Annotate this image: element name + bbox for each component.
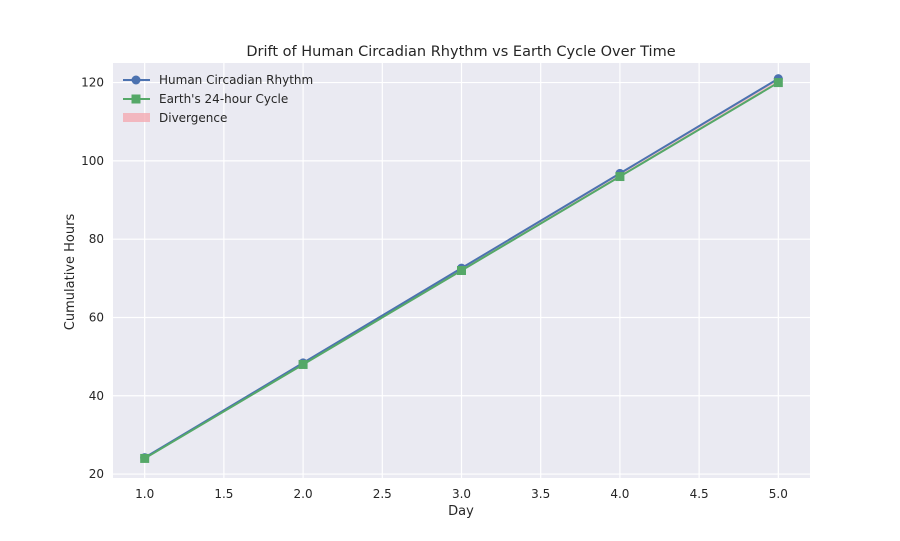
tick-labels: 1.0 1.5 2.0 2.5 3.0 3.5 4.0 4.5 5.0 20 40 60 80 100 12… (81, 76, 788, 501)
data-point (140, 453, 150, 463)
legend: Human Circadian Rhythm Earth's 24-hour C… (123, 73, 313, 125)
y-tick-label: 80 (89, 232, 104, 246)
legend-marker-human-icon (131, 75, 141, 85)
y-axis-label: Cumulative Hours (63, 214, 78, 331)
x-tick-label: 4.5 (690, 487, 709, 501)
x-tick-label: 5.0 (769, 487, 788, 501)
x-tick-label: 2.0 (294, 487, 313, 501)
legend-marker-earth-icon (131, 94, 141, 104)
x-tick-label: 3.0 (452, 487, 471, 501)
x-tick-label: 2.5 (373, 487, 392, 501)
legend-item-earth: Earth's 24-hour Cycle (123, 92, 288, 106)
y-tick-label: 60 (89, 310, 104, 324)
data-point (457, 266, 466, 275)
data-point (615, 172, 625, 182)
legend-label-divergence: Divergence (159, 111, 227, 125)
x-tick-label: 1.0 (135, 487, 154, 501)
legend-label-human: Human Circadian Rhythm (159, 73, 313, 87)
y-tick-label: 120 (81, 76, 104, 90)
data-point (298, 359, 308, 369)
legend-item-human: Human Circadian Rhythm (123, 73, 313, 87)
legend-patch-divergence-icon (123, 113, 150, 122)
legend-item-divergence: Divergence (123, 111, 227, 125)
x-axis-label: Day (448, 504, 474, 519)
series-earth-cycle (140, 78, 783, 463)
y-tick-label: 100 (81, 154, 104, 168)
y-tick-label: 20 (89, 467, 104, 481)
grid (113, 63, 810, 478)
legend-label-earth: Earth's 24-hour Cycle (159, 92, 288, 106)
data-point (773, 78, 783, 88)
x-tick-label: 3.5 (531, 487, 550, 501)
series-layer (140, 74, 783, 463)
x-tick-label: 4.0 (610, 487, 629, 501)
x-tick-label: 1.5 (214, 487, 233, 501)
y-tick-label: 40 (89, 389, 104, 403)
chart-title: Drift of Human Circadian Rhythm vs Earth… (246, 44, 675, 60)
